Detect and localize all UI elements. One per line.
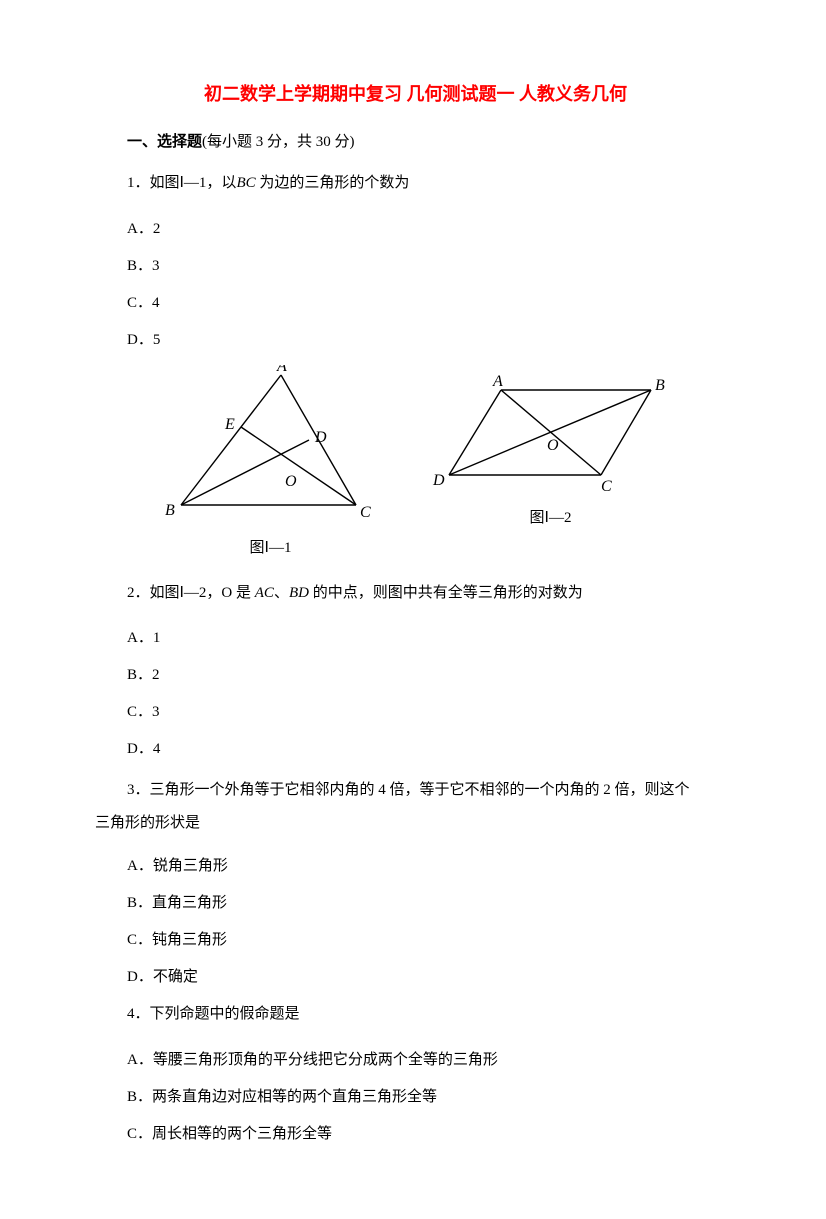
q2-opt-b: B．2 (95, 663, 736, 684)
figure-2: A B C D O 图Ⅰ—2 (431, 365, 671, 557)
figure-1-caption: 图Ⅰ—1 (161, 536, 381, 557)
q1-opt-c: C．4 (95, 291, 736, 312)
q4-opt-c: C．周长相等的两个三角形全等 (95, 1122, 736, 1143)
q1-pre: 1．如图Ⅰ—1，以 (127, 175, 236, 191)
svg-text:O: O (285, 473, 297, 490)
svg-text:D: D (314, 429, 327, 446)
q2-mid: 、 (274, 585, 289, 601)
q2-opt-a: A．1 (95, 626, 736, 647)
q3-text: 3．三角形一个外角等于它相邻内角的 4 倍，等于它不相邻的一个内角的 2 倍，则… (95, 774, 736, 840)
q1-bc: BC (236, 175, 255, 191)
section-heading-rest: (每小题 3 分，共 30 分) (202, 134, 355, 150)
figures-row: A B C E D O 图Ⅰ—1 A B C D O 图Ⅰ—2 (95, 365, 736, 557)
q1-opt-a: A．2 (95, 217, 736, 238)
section-heading: 一、选择题(每小题 3 分，共 30 分) (95, 130, 736, 151)
q1-post: 为边的三角形的个数为 (256, 175, 410, 191)
q2-pre: 2．如图Ⅰ—2，O 是 (127, 585, 255, 601)
q1-opt-b: B．3 (95, 254, 736, 275)
q1-opt-d: D．5 (95, 328, 736, 349)
q3-opt-b: B．直角三角形 (95, 891, 736, 912)
diagram-2-svg: A B C D O (431, 365, 671, 495)
svg-text:C: C (601, 478, 612, 495)
svg-text:B: B (655, 377, 665, 394)
svg-text:E: E (224, 416, 235, 433)
q2-text: 2．如图Ⅰ—2，O 是 AC、BD 的中点，则图中共有全等三角形的对数为 (95, 581, 736, 607)
svg-text:A: A (492, 373, 503, 390)
q1-text: 1．如图Ⅰ—1，以BC 为边的三角形的个数为 (95, 171, 736, 197)
svg-text:A: A (276, 365, 287, 375)
section-heading-bold: 一、选择题 (127, 134, 202, 150)
q2-opt-d: D．4 (95, 737, 736, 758)
svg-text:D: D (432, 472, 445, 489)
figure-2-caption: 图Ⅰ—2 (431, 506, 671, 527)
q3-opt-c: C．钝角三角形 (95, 928, 736, 949)
q3-line2: 三角形的形状是 (95, 807, 736, 840)
q2-bd: BD (289, 585, 309, 601)
svg-text:C: C (360, 504, 371, 521)
q4-opt-b: B．两条直角边对应相等的两个直角三角形全等 (95, 1085, 736, 1106)
svg-text:O: O (547, 437, 559, 454)
page-title: 初二数学上学期期中复习 几何测试题一 人教义务几何 (95, 80, 736, 106)
q3-opt-a: A．锐角三角形 (95, 854, 736, 875)
q4-opt-a: A．等腰三角形顶角的平分线把它分成两个全等的三角形 (95, 1048, 736, 1069)
q2-ac: AC (255, 585, 274, 601)
q3-line1: 3．三角形一个外角等于它相邻内角的 4 倍，等于它不相邻的一个内角的 2 倍，则… (95, 774, 736, 807)
figure-1: A B C E D O 图Ⅰ—1 (161, 365, 381, 557)
diagram-1-svg: A B C E D O (161, 365, 381, 525)
q3-opt-d: D．不确定 (95, 965, 736, 986)
q4-text: 4．下列命题中的假命题是 (95, 1002, 736, 1028)
q2-post: 的中点，则图中共有全等三角形的对数为 (309, 585, 583, 601)
q2-opt-c: C．3 (95, 700, 736, 721)
svg-text:B: B (165, 502, 175, 519)
